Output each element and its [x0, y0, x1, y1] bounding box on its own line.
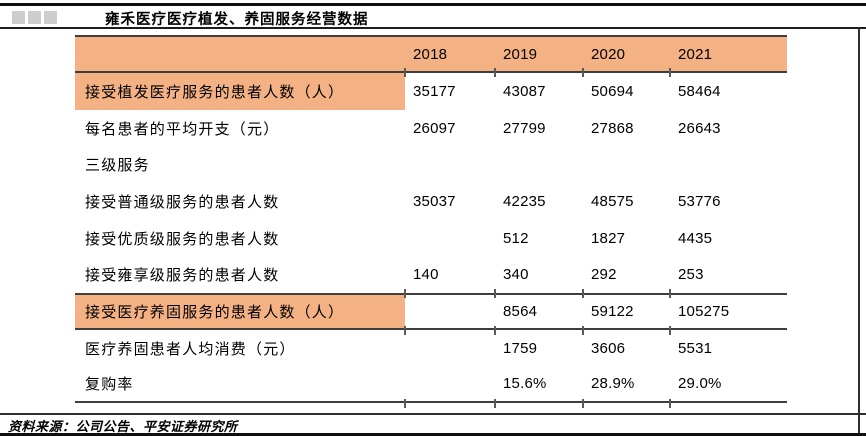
cell-2020 [583, 146, 670, 183]
row-label: 每名患者的平均开支（元） [85, 120, 280, 138]
cell-2021: 53776 [678, 192, 721, 210]
table-row: 接受医疗养固服务的患者人数（人） 8564 59122 105275 [75, 293, 787, 330]
cell-2020: 3606 [591, 339, 626, 357]
cell-2019: 43087 [503, 82, 546, 100]
column-tick [669, 289, 671, 298]
column-tick [669, 326, 671, 335]
cell-2019: 15.6% [503, 375, 547, 393]
cell-2018: 35177 [413, 82, 456, 100]
column-tick [582, 326, 584, 335]
obscured-artifact [12, 11, 57, 24]
table-row: 接受雍享级服务的患者人数 140 340 292 253 [75, 256, 787, 293]
cell-2020: 27868 [591, 119, 634, 137]
top-rule [0, 3, 866, 6]
row-label: 复购率 [85, 376, 134, 394]
section-label: 三级服务 [85, 157, 150, 175]
cell-2020: 48575 [591, 192, 634, 210]
column-tick [582, 289, 584, 298]
cell-2020: 28.9% [591, 375, 635, 393]
cell-2021: 4435 [678, 229, 713, 247]
table-section-row: 三级服务 [75, 146, 787, 183]
cell-2021: 5531 [678, 339, 713, 357]
cell-2018: 35037 [413, 192, 456, 210]
data-table: 2018 2019 2020 2021 接受植发医疗服务的患者人数（人） 351… [75, 35, 787, 408]
column-tick [494, 326, 496, 335]
row-label: 接受医疗养固服务的患者人数（人） [75, 295, 405, 328]
cell-2018 [405, 220, 495, 257]
col-header-2021: 2021 [678, 45, 713, 63]
column-tick [404, 326, 406, 335]
column-tick [494, 399, 496, 408]
cell-2018: 26097 [413, 119, 456, 137]
right-border-rule [858, 27, 860, 436]
col-header-2019: 2019 [503, 45, 538, 63]
cell-2018 [405, 295, 495, 328]
table-row: 接受植发医疗服务的患者人数（人） 35177 43087 50694 58464 [75, 73, 787, 110]
column-tick [669, 399, 671, 408]
cell-2020: 292 [591, 266, 617, 284]
source-rule [0, 413, 866, 415]
table-row: 复购率 15.6% 28.9% 29.0% [75, 367, 787, 404]
cell-2021: 58464 [678, 82, 721, 100]
column-tick [404, 399, 406, 408]
cell-2020: 59122 [591, 302, 634, 320]
cell-2021: 29.0% [678, 375, 722, 393]
table-header-row: 2018 2019 2020 2021 [75, 35, 787, 73]
table-row: 医疗养固患者人均消费（元） 1759 3606 5531 [75, 330, 787, 367]
cell-2021: 26643 [678, 119, 721, 137]
cell-2021: 253 [678, 266, 704, 284]
cell-2019: 8564 [503, 302, 538, 320]
cell-2020: 1827 [591, 229, 626, 247]
row-label: 接受普通级服务的患者人数 [85, 193, 280, 211]
bottom-rule [0, 433, 866, 436]
row-label: 接受优质级服务的患者人数 [85, 230, 280, 248]
cell-2021 [670, 146, 787, 183]
cell-2018 [405, 330, 495, 367]
cell-2020: 50694 [591, 82, 634, 100]
title-underline [0, 27, 866, 29]
source-note: 资料来源：公司公告、平安证券研究所 [8, 419, 238, 434]
cell-2018: 140 [413, 266, 439, 284]
column-tick [494, 289, 496, 298]
cell-2021: 105275 [678, 302, 730, 320]
column-tick [404, 289, 406, 298]
cell-2019: 340 [503, 266, 529, 284]
cell-2019: 42235 [503, 192, 546, 210]
column-tick [494, 68, 496, 77]
figure-title: 雍禾医疗医疗植发、养固服务经营数据 [105, 12, 369, 28]
row-label: 接受雍享级服务的患者人数 [85, 267, 280, 285]
cell-2018 [405, 367, 495, 402]
table-row: 接受优质级服务的患者人数 512 1827 4435 [75, 220, 787, 257]
table-row: 接受普通级服务的患者人数 35037 42235 48575 53776 [75, 183, 787, 220]
cell-2019: 27799 [503, 119, 546, 137]
col-header-2018: 2018 [413, 45, 448, 63]
cell-2019: 512 [503, 229, 529, 247]
col-header-2020: 2020 [591, 45, 626, 63]
cell-2018 [405, 146, 495, 183]
cell-2019 [495, 146, 583, 183]
column-tick [582, 68, 584, 77]
column-tick [404, 68, 406, 77]
column-tick [582, 399, 584, 408]
cell-2019: 1759 [503, 339, 538, 357]
column-tick [669, 68, 671, 77]
table-row: 每名患者的平均开支（元） 26097 27799 27868 26643 [75, 110, 787, 147]
row-label: 接受植发医疗服务的患者人数（人） [75, 73, 405, 110]
row-label: 医疗养固患者人均消费（元） [85, 340, 296, 358]
